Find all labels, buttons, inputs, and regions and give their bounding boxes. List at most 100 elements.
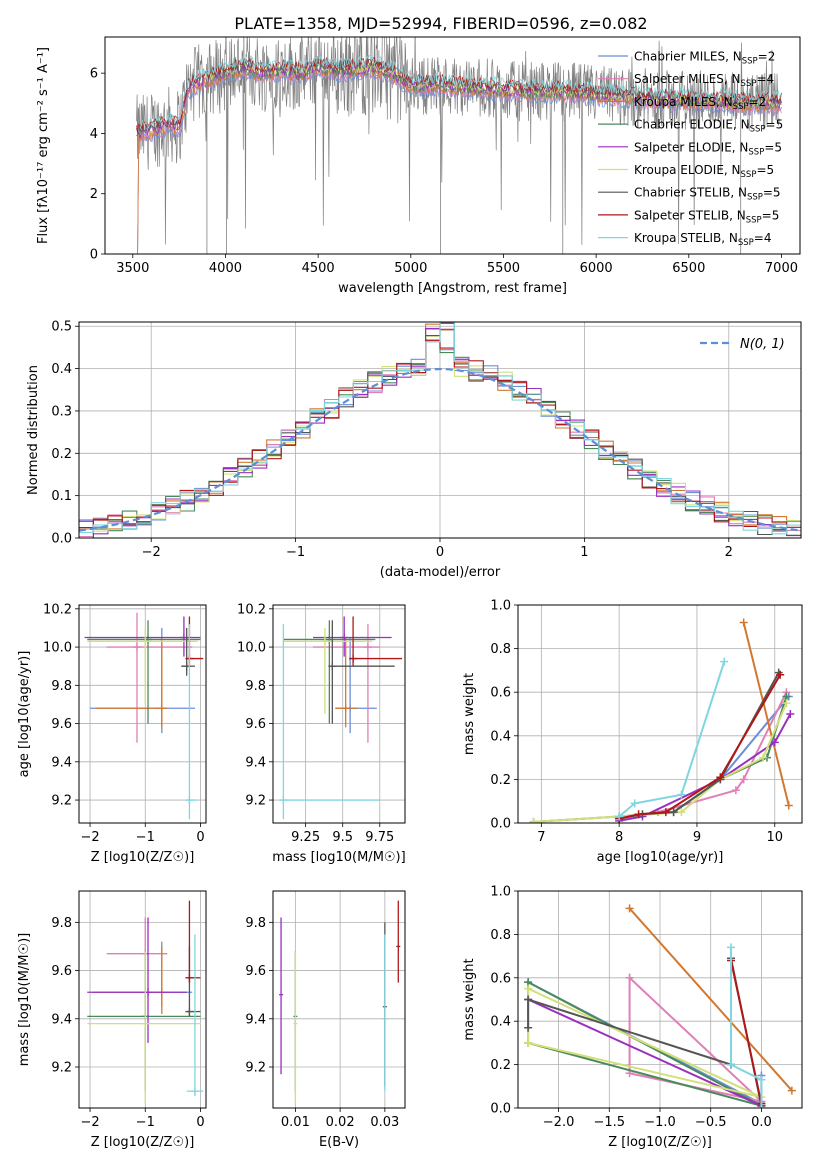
legend-suffix: =5 bbox=[756, 163, 774, 177]
legend-label: Kroupa ELODIE, NSSP=5 bbox=[634, 163, 774, 180]
weight-marker-kroupa-miles bbox=[739, 618, 748, 627]
weight-marker-chabrier-stelib bbox=[524, 995, 533, 1004]
data-point-kroupa-elodie bbox=[320, 637, 329, 646]
weight-marker-kroupa-elodie bbox=[524, 1038, 533, 1047]
weight-marker-salpeter-stelib bbox=[776, 670, 785, 679]
weight-marker-salpeter-stelib bbox=[716, 773, 725, 782]
panel-age-vs-Z: −2 −1 0 9.2 9.4 9.6 9.8 10.0 10.2 Z [log10(Z/Z☉)]… bbox=[17, 602, 207, 865]
data-point-salpeter-miles bbox=[363, 643, 372, 652]
legend-suffix: =2 bbox=[758, 50, 776, 64]
panel-spectrum: 3500 4000 4500 5000 5500 6000 6500 7000 0 2 4 6 wave… bbox=[36, 36, 801, 296]
weight-line-kroupa-miles bbox=[742, 622, 790, 806]
data-point-kroupa-elodie bbox=[141, 637, 150, 646]
gaussian-curve bbox=[79, 367, 799, 532]
legend-subscript: SSP bbox=[748, 147, 764, 157]
weight-line-salpeter-elodie bbox=[619, 713, 792, 822]
y-tick-label: 9.8 bbox=[51, 916, 72, 931]
weight-line-kroupa-stelib bbox=[618, 661, 726, 818]
x-tick-label: 3500 bbox=[116, 261, 149, 276]
y-tick-label: 4 bbox=[90, 127, 98, 142]
legend-suffix: =5 bbox=[762, 208, 780, 222]
x-tick-label: 1 bbox=[580, 545, 588, 560]
y-tick-label: 0.4 bbox=[490, 729, 511, 744]
weight-line-salpeter-miles bbox=[657, 691, 788, 814]
y-tick-label: 6 bbox=[90, 67, 98, 82]
legend-label: Chabrier STELIB, NSSP=5 bbox=[634, 186, 781, 203]
panel-residuals: −2 −1 0 1 2 0.0 0.1 0.2 0.3 0.4 0.5 (data-model)/er… bbox=[26, 320, 802, 580]
weight-marker-kroupa-miles bbox=[625, 904, 634, 913]
x-tick-label: −2 bbox=[80, 1115, 99, 1130]
plot-area-mass-vs-Z bbox=[87, 900, 204, 1104]
y-tick-label: 0.1 bbox=[51, 489, 72, 504]
y-tick-label: 0.6 bbox=[490, 971, 511, 986]
legend-label: Salpeter MILES, NSSP=4 bbox=[634, 72, 774, 89]
legend-label: Kroupa STELIB, NSSP=4 bbox=[634, 231, 772, 248]
x-tick-label: 7 bbox=[537, 830, 545, 845]
y-tick-label: 0.4 bbox=[51, 362, 72, 377]
y-axis-label: Normed distribution bbox=[26, 365, 41, 495]
legend-subscript: SSP bbox=[733, 102, 749, 112]
y-tick-label: 9.4 bbox=[51, 1012, 72, 1027]
weight-marker-kroupa-miles bbox=[784, 801, 793, 810]
model-spectrum-kroupa-stelib bbox=[139, 54, 782, 129]
y-tick-label: 1.0 bbox=[490, 885, 511, 900]
weight-line-kroupa-elodie bbox=[533, 702, 788, 823]
data-point-kroupa-stelib bbox=[190, 1087, 199, 1096]
data-point-salpeter-stelib bbox=[349, 654, 358, 663]
model-spectrum-chabrier-stelib bbox=[136, 58, 782, 134]
data-point-kroupa-elodie bbox=[141, 1019, 150, 1028]
weight-marker-kroupa-elodie bbox=[759, 753, 768, 762]
x-tick-label: −2 bbox=[80, 830, 99, 845]
y-tick-label: 9.6 bbox=[245, 717, 266, 732]
panel-mass-vs-Z: −2 −1 0 9.2 9.4 9.6 9.8 Z [log10(Z/Z☉)] mass [lo… bbox=[17, 890, 207, 1150]
y-tick-label: 0.5 bbox=[51, 320, 72, 335]
legend-subscript: SSP bbox=[750, 125, 766, 135]
x-tick-label: 9.75 bbox=[365, 830, 394, 845]
y-tick-label: 0.6 bbox=[490, 686, 511, 701]
x-tick-label: 0 bbox=[436, 545, 444, 560]
y-tick-label: 0.0 bbox=[51, 532, 72, 547]
x-tick-label: 0.0 bbox=[751, 1115, 772, 1130]
x-tick-label: 0 bbox=[196, 830, 204, 845]
x-axis-label: (data-model)/error bbox=[380, 565, 501, 580]
legend-label: Salpeter ELODIE, NSSP=5 bbox=[634, 140, 782, 157]
x-tick-label: 9.25 bbox=[291, 830, 320, 845]
x-tick-label: 0.02 bbox=[326, 1115, 355, 1130]
data-point-kroupa-miles bbox=[157, 704, 166, 713]
y-tick-label: 9.2 bbox=[51, 794, 72, 809]
weight-marker-kroupa-stelib bbox=[615, 812, 624, 821]
legend-suffix: =5 bbox=[766, 118, 784, 132]
weight-marker-kroupa-elodie bbox=[782, 699, 791, 708]
axes-frame bbox=[517, 604, 803, 824]
y-tick-label: 9.6 bbox=[51, 964, 72, 979]
panel-mass-vs-ebv: 0.01 0.02 0.03 9.2 9.4 9.6 9.8 E(B-V) bbox=[245, 890, 406, 1150]
y-tick-label: 10.0 bbox=[237, 641, 266, 656]
y-axis-label: mass [log10(M/M☉)] bbox=[17, 933, 32, 1066]
histogram-salpeter-stelib bbox=[79, 339, 801, 529]
panel-weight-vs-Z: −2.0 −1.5 −1.0 −0.5 0.0 0.0 0.2 0.4 0.6 0.8 1.0 Z [… bbox=[462, 885, 803, 1150]
y-tick-label: 9.6 bbox=[51, 717, 72, 732]
x-tick-label: 7000 bbox=[765, 261, 798, 276]
x-tick-label: 2 bbox=[725, 545, 733, 560]
y-tick-label: 0.2 bbox=[51, 447, 72, 462]
weight-marker-salpeter-elodie bbox=[786, 710, 795, 718]
y-tick-label: 9.4 bbox=[245, 755, 266, 770]
x-tick-label: 8 bbox=[615, 830, 623, 845]
legend-subscript: SSP bbox=[741, 170, 757, 180]
weight-marker-kroupa-elodie bbox=[677, 808, 686, 817]
y-axis-label: mass weight bbox=[462, 958, 477, 1040]
axes-frame bbox=[78, 890, 207, 1109]
x-tick-label: 6500 bbox=[672, 261, 705, 276]
x-axis-label: wavelength [Angstrom, rest frame] bbox=[338, 281, 567, 296]
legend-suffix: =2 bbox=[749, 95, 767, 109]
x-tick-label: −0.5 bbox=[695, 1115, 727, 1130]
plot-area-age-vs-Z bbox=[84, 612, 204, 820]
legend-suffix: =5 bbox=[763, 186, 781, 200]
x-tick-label: 0.03 bbox=[370, 1115, 399, 1130]
x-tick-label: −2 bbox=[142, 545, 161, 560]
weight-marker-kroupa-stelib bbox=[757, 1075, 766, 1084]
legend-subscript: SSP bbox=[747, 193, 763, 203]
weight-marker-kroupa-stelib bbox=[757, 1104, 766, 1108]
legend-label: Salpeter STELIB, NSSP=5 bbox=[634, 208, 779, 225]
weight-line-kroupa-stelib bbox=[730, 947, 763, 1108]
